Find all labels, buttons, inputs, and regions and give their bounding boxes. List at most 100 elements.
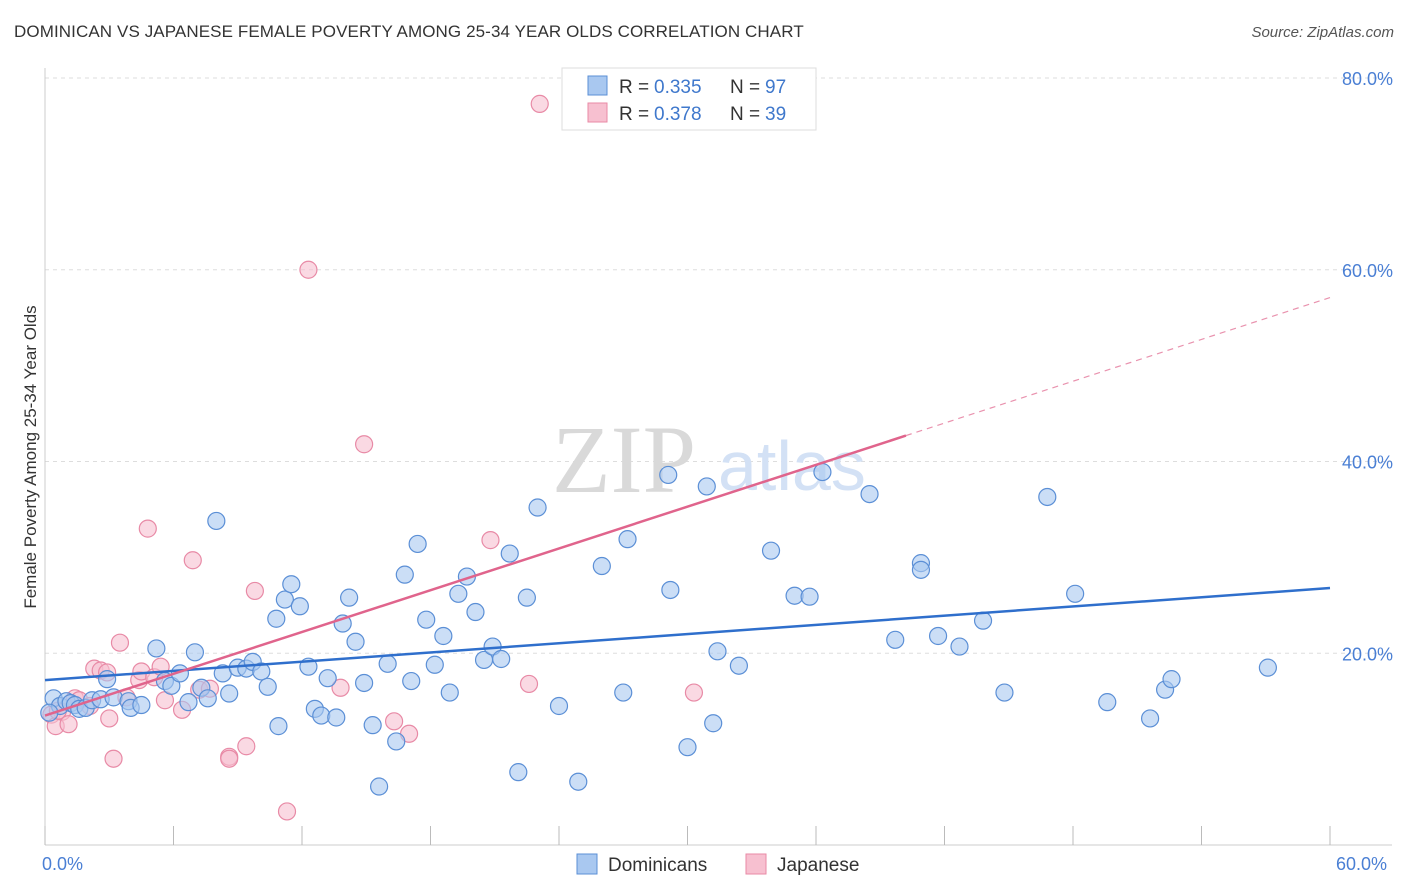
dominican-point-71	[661, 580, 680, 600]
dominican-point-22	[207, 511, 226, 531]
dominican-point-74	[704, 714, 723, 733]
dominican-point-90	[1066, 584, 1085, 603]
dominican-point-19	[185, 643, 205, 662]
x-tick-label-max: 60.0%	[1336, 854, 1387, 874]
dominican-point-86	[950, 637, 969, 656]
dominican-point-87	[973, 611, 993, 630]
bottom-legend-swatch-japanese	[745, 853, 767, 875]
japanese-point-10	[100, 709, 119, 728]
legend-box: R = 0.335 N = 97 R = 0.378 N = 39	[561, 67, 817, 131]
dominican-point-18	[179, 693, 198, 712]
dominican-point-13	[132, 695, 151, 715]
dominican-point-75	[708, 642, 727, 661]
legend-r-value-2: 0.378	[654, 104, 702, 125]
dominican-point-91	[1098, 693, 1117, 712]
dominican-point-52	[425, 655, 444, 674]
dominican-point-34	[290, 597, 309, 616]
japanese-point-28	[277, 802, 297, 821]
dominican-point-38	[318, 669, 337, 688]
legend-n-value-1: 97	[765, 77, 786, 98]
grid	[45, 77, 1392, 654]
dominican-points	[40, 462, 1277, 796]
y-tick-label-80: 80.0%	[1342, 69, 1393, 89]
dominican-point-49	[402, 671, 421, 691]
dominican-point-80	[813, 462, 832, 482]
japanese-point-11	[104, 749, 123, 768]
legend-swatch-dominicans	[587, 75, 608, 96]
dominican-point-84	[911, 560, 931, 579]
dominican-point-57	[466, 602, 485, 622]
dominican-point-44	[363, 716, 382, 735]
bottom-legend-swatch-dominicans	[576, 853, 598, 875]
dominican-point-51	[417, 610, 436, 629]
dominican-point-32	[275, 590, 294, 609]
dominican-point-54	[440, 683, 459, 702]
dominican-point-68	[614, 683, 633, 702]
japanese-trendline	[44, 434, 907, 717]
dominican-point-65	[549, 696, 569, 716]
dominican-point-88	[995, 683, 1014, 702]
dominican-point-14	[147, 639, 166, 658]
dominican-point-24	[220, 684, 239, 703]
dominican-point-48	[395, 565, 414, 584]
dominican-point-21	[198, 689, 217, 708]
japanese-point-30	[331, 678, 350, 697]
dominican-point-16	[162, 676, 181, 695]
japanese-point-34	[481, 531, 500, 550]
japanese-point-35	[519, 674, 539, 694]
dominican-point-66	[569, 772, 588, 791]
watermark-zip: ZIP	[552, 406, 696, 513]
dominican-trendline	[44, 586, 1331, 682]
y-axis-title: Female Poverty Among 25-34 Year Olds	[21, 305, 40, 608]
dominican-point-85	[928, 626, 948, 646]
japanese-point-3	[59, 715, 78, 734]
japanese-point-29	[299, 260, 318, 279]
dominican-point-53	[434, 626, 453, 646]
dominican-point-76	[729, 656, 749, 675]
dominican-point-95	[1258, 658, 1277, 677]
japanese-point-36	[530, 94, 549, 113]
x-tick-label-min: 0.0%	[42, 854, 83, 874]
y-tick-labels: 20.0% 40.0% 60.0% 80.0%	[1342, 69, 1393, 664]
dominican-point-73	[697, 477, 716, 496]
dominican-point-60	[492, 649, 511, 669]
legend-r-value-1: 0.335	[654, 77, 702, 98]
y-tick-label-20: 20.0%	[1342, 644, 1393, 664]
japanese-point-21	[183, 551, 202, 570]
dominican-point-37	[312, 706, 331, 725]
japanese-point-37	[684, 683, 704, 702]
x-ticks	[44, 826, 1331, 845]
dominican-point-41	[340, 588, 359, 607]
y-tick-label-60: 60.0%	[1342, 261, 1393, 281]
dominican-point-50	[408, 534, 427, 554]
bottom-legend: Dominicans Japanese	[576, 853, 859, 876]
dominican-point-77	[761, 541, 781, 560]
japanese-point-32	[384, 712, 404, 731]
dominican-point-62	[509, 763, 528, 782]
dominican-point-63	[517, 588, 536, 607]
japanese-trendline-extension	[905, 296, 1331, 437]
japanese-point-31	[355, 435, 374, 454]
dominican-point-46	[378, 654, 397, 673]
dominican-point-12	[98, 670, 117, 689]
dominican-point-92	[1140, 709, 1160, 728]
dominican-point-43	[355, 673, 374, 693]
y-tick-label-40: 40.0%	[1342, 453, 1393, 473]
legend-r-label-1: R =	[619, 77, 649, 98]
dominican-point-89	[1038, 487, 1057, 507]
bottom-legend-label-japanese: Japanese	[777, 855, 859, 876]
dominican-point-70	[659, 465, 678, 485]
dominican-point-39	[327, 708, 346, 727]
legend-n-label-2: N =	[730, 104, 760, 125]
dominican-point-81	[860, 484, 879, 504]
dominican-point-82	[886, 630, 905, 649]
dominican-point-64	[528, 498, 547, 517]
legend-n-label-1: N =	[730, 77, 760, 98]
dominican-point-67	[592, 556, 611, 576]
chart-title: DOMINICAN VS JAPANESE FEMALE POVERTY AMO…	[14, 22, 804, 41]
legend-swatch-japanese	[587, 102, 608, 123]
dominican-point-31	[269, 717, 288, 736]
japanese-point-26	[237, 737, 256, 756]
dominican-point-72	[678, 738, 697, 757]
